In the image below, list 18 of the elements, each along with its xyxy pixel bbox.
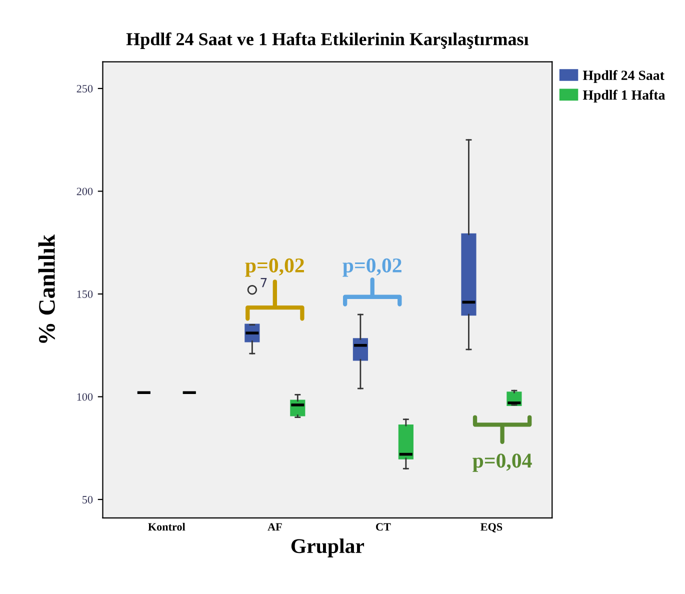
legend-label: Hpdlf 24 Saat [582, 70, 664, 83]
y-tick-label: 250 [76, 84, 93, 92]
annotation: p=0,04 [472, 454, 532, 472]
x-axis-title: Gruplar [291, 538, 364, 558]
chart-title: Hpdlf 24 Saat ve 1 Hafta Etkilerinin Karşılaştırması [126, 32, 529, 49]
y-axis-title: % Canlılık [38, 234, 55, 343]
y-tick-label: 100 [77, 393, 93, 401]
y-tick-label: 150 [77, 290, 93, 298]
annotation: 7 [260, 278, 267, 288]
x-tick-label: CT [376, 523, 391, 531]
y-tick-label: 50 [82, 496, 93, 504]
x-tick-label: EQS [480, 523, 502, 532]
legend-label: Hpdlf 1 Hafta [582, 90, 666, 103]
x-tick-label: AF [268, 523, 282, 531]
x-tick-label: Kontrol [148, 522, 186, 531]
annotation: p=0,02 [342, 258, 402, 277]
y-tick-label: 200 [76, 188, 93, 196]
annotation: p=0,02 [245, 258, 304, 277]
